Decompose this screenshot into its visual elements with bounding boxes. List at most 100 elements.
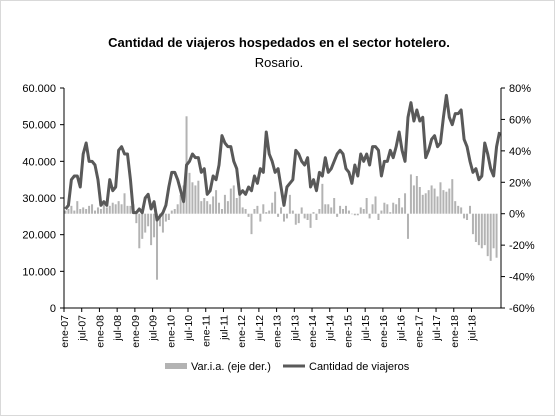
bar-yoy-variation: [471, 213, 474, 235]
bar-yoy-variation: [489, 213, 492, 261]
x-tick-label: ene-16: [378, 315, 390, 348]
x-tick-label: ene-14: [307, 315, 319, 348]
bar-yoy-variation: [374, 196, 377, 214]
y-left-tick-label: 40.000: [22, 156, 56, 168]
bar-yoy-variation: [226, 201, 229, 214]
bar-yoy-variation: [312, 212, 315, 214]
bar-yoy-variation: [404, 193, 407, 214]
bar-yoy-variation: [88, 205, 91, 214]
x-tick-label: jul-15: [360, 315, 372, 342]
bar-yoy-variation: [256, 205, 259, 214]
x-tick-label: ene-08: [94, 315, 106, 348]
x-tick-label: jul-14: [325, 315, 337, 342]
bar-yoy-variation: [315, 213, 318, 220]
bar-yoy-variation: [173, 209, 176, 214]
bar-yoy-variation: [223, 194, 226, 214]
x-tick-label: ene-18: [449, 315, 461, 348]
bar-yoy-variation: [153, 213, 156, 238]
bar-yoy-variation: [406, 213, 409, 239]
bar-yoy-variation: [67, 209, 70, 214]
bar-yoy-variation: [179, 194, 182, 214]
bar-yoy-variation: [439, 182, 442, 214]
bar-yoy-variation: [380, 210, 383, 214]
legend-swatch-bars: [165, 363, 187, 369]
bar-yoy-variation: [147, 213, 150, 227]
bar-yoy-variation: [64, 210, 67, 214]
x-tick-label: ene-12: [236, 315, 248, 348]
bar-yoy-variation: [333, 198, 336, 214]
bar-yoy-variation: [395, 204, 398, 214]
bar-yoy-variation: [76, 201, 79, 214]
bar-yoy-variation: [218, 202, 221, 214]
bar-yoy-variation: [321, 183, 324, 214]
bar-yoy-variation: [460, 207, 463, 214]
bar-yoy-variation: [342, 209, 345, 214]
x-tick-label: ene-13: [272, 315, 284, 348]
bar-yoy-variation: [99, 209, 102, 214]
bar-yoy-variation: [495, 213, 498, 258]
bar-yoy-variation: [350, 213, 353, 215]
bar-yoy-variation: [389, 212, 392, 214]
bar-yoy-variation: [377, 213, 380, 220]
x-tick-label: jul-07: [77, 315, 89, 342]
bar-yoy-variation: [188, 172, 191, 214]
x-tick-label: ene-11: [201, 315, 213, 347]
bar-yoy-variation: [161, 213, 164, 233]
bar-yoy-variation: [448, 188, 451, 214]
bar-yoy-variation: [368, 213, 371, 219]
bar-yoy-variation: [327, 204, 330, 214]
bar-yoy-variation: [401, 207, 404, 214]
bar-yoy-variation: [70, 205, 73, 214]
bar-yoy-variation: [383, 202, 386, 214]
bar-yoy-variation: [318, 209, 321, 214]
bar-yoy-variation: [200, 201, 203, 214]
bar-yoy-variation: [280, 207, 283, 214]
x-tick-label: jul-11: [218, 315, 230, 341]
bar-yoy-variation: [209, 204, 212, 214]
bar-yoy-variation: [126, 205, 129, 214]
bar-yoy-variation: [229, 188, 232, 214]
y-left-tick-label: 30.000: [22, 193, 56, 205]
bar-yoy-variation: [265, 212, 268, 214]
bar-yoy-variation: [120, 204, 123, 214]
y-left-tick-label: 10.000: [22, 266, 56, 278]
bar-yoy-variation: [356, 213, 359, 216]
y-right-tick-label: 60%: [509, 114, 531, 126]
bar-yoy-variation: [359, 207, 362, 214]
bar-yoy-variation: [285, 213, 288, 219]
bar-yoy-variation: [483, 213, 486, 246]
y-right-tick-label: -60%: [509, 303, 535, 315]
bar-yoy-variation: [492, 213, 495, 249]
bar-yoy-variation: [203, 198, 206, 214]
x-tick-label: ene-07: [59, 315, 71, 348]
y-right-tick-label: 0%: [509, 209, 525, 221]
y-right-tick-label: 20%: [509, 177, 531, 189]
bar-yoy-variation: [421, 194, 424, 214]
bar-yoy-variation: [220, 209, 223, 214]
legend: Var.i.a. (eje der.) Cantidad de viajeros: [165, 361, 410, 373]
bar-yoy-variation: [253, 209, 256, 214]
bar-yoy-variation: [409, 174, 412, 214]
bar-yoy-variation: [244, 209, 247, 214]
bar-yoy-variation: [347, 210, 350, 214]
bar-yoy-variation: [108, 205, 111, 214]
legend-label-bars: Var.i.a. (eje der.): [191, 361, 271, 373]
bar-yoy-variation: [480, 213, 483, 249]
x-tick-label: ene-10: [165, 315, 177, 348]
bar-yoy-variation: [353, 213, 356, 216]
bar-yoy-variation: [336, 213, 339, 217]
x-tick-label: jul-17: [431, 315, 443, 342]
bar-yoy-variation: [150, 213, 153, 246]
bar-yoy-variation: [477, 213, 480, 246]
bar-yoy-variation: [330, 207, 333, 214]
bar-yoy-variation: [469, 205, 471, 214]
bar-yoy-variation: [232, 185, 235, 214]
bar-yoy-variation: [442, 190, 445, 214]
line-series-travelers: [64, 93, 501, 222]
bar-yoy-variation: [294, 213, 297, 225]
plot-area: 0 10.000 20.000 30.000 40.000 50.000 60.000 -60…: [22, 83, 535, 348]
bar-yoy-variation: [271, 202, 274, 214]
y-right-tick-label: 80%: [509, 83, 531, 95]
